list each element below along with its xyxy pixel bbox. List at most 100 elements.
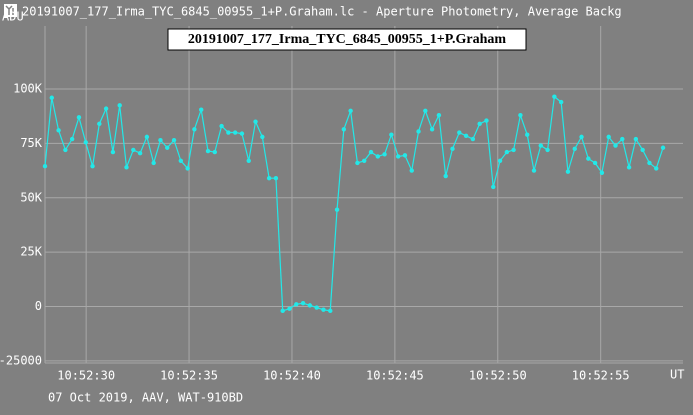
y-tick-label: 25K xyxy=(20,245,42,259)
data-point xyxy=(287,306,292,311)
data-point xyxy=(416,129,421,134)
data-point xyxy=(185,166,190,171)
data-point xyxy=(294,302,299,307)
data-point xyxy=(144,134,150,140)
data-point xyxy=(450,146,455,152)
app-icon xyxy=(4,4,17,17)
data-point xyxy=(97,121,102,127)
data-point xyxy=(647,160,652,166)
data-point xyxy=(423,108,428,113)
data-point xyxy=(525,132,530,137)
data-point xyxy=(620,136,625,142)
x-tick-label: 10:52:45 xyxy=(366,369,424,383)
y-tick-label: 100K xyxy=(13,82,43,96)
data-point xyxy=(124,165,129,170)
data-point xyxy=(443,173,448,179)
data-point xyxy=(273,175,279,181)
data-point xyxy=(511,147,516,153)
plot: -25000 0 25K 50K 75K 100K 10:52:30 10:52:35 10:5… xyxy=(0,26,683,383)
data-point xyxy=(402,153,408,158)
data-point xyxy=(626,165,632,170)
data-point xyxy=(660,145,666,150)
data-point xyxy=(504,149,510,155)
data-point xyxy=(205,148,211,154)
data-point xyxy=(117,103,122,108)
data-point xyxy=(69,136,75,142)
x-tick-label: 10:52:40 xyxy=(263,369,321,383)
data-point xyxy=(518,112,523,118)
data-point xyxy=(239,131,245,136)
window-title: 20191007_177_Irma_TYC_6845_00955_1+P.Gra… xyxy=(22,5,622,19)
x-tick-label: 10:52:35 xyxy=(160,369,218,383)
y-tick-label: 75K xyxy=(20,136,42,150)
data-point xyxy=(56,128,61,133)
data-point xyxy=(226,130,231,135)
data-point xyxy=(382,152,387,157)
data-point xyxy=(586,156,591,161)
data-point xyxy=(368,149,374,155)
data-point xyxy=(76,115,82,120)
x-axis-label: UT xyxy=(670,368,684,382)
data-point xyxy=(42,164,48,169)
data-point xyxy=(131,147,136,153)
data-point xyxy=(409,168,414,173)
data-point xyxy=(477,121,482,127)
x-tick-label: 10:52:50 xyxy=(469,369,527,383)
data-point xyxy=(165,145,170,150)
data-point xyxy=(633,136,639,142)
data-point xyxy=(457,130,462,135)
data-point xyxy=(565,169,571,174)
footer: 07 Oct 2019, AAV, WAT-910BD xyxy=(48,391,243,405)
data-point xyxy=(334,207,340,212)
data-point xyxy=(592,160,598,166)
data-point xyxy=(538,143,543,148)
data-point xyxy=(558,99,564,105)
data-point xyxy=(321,307,326,312)
data-point xyxy=(572,146,577,152)
data-point xyxy=(579,134,584,140)
data-point xyxy=(246,158,251,163)
y-axis-label: ADU xyxy=(2,10,24,24)
data-point xyxy=(280,308,285,314)
y-tick-label: 50K xyxy=(20,190,42,204)
data-point xyxy=(219,123,224,129)
data-point xyxy=(158,137,163,143)
data-point xyxy=(307,303,313,308)
data-point xyxy=(192,127,197,132)
y-tick-label: -25000 xyxy=(0,353,42,367)
chart-title: 20191007_177_Irma_TYC_6845_00955_1+P.Gra… xyxy=(188,32,507,47)
data-point xyxy=(178,158,184,163)
data-point xyxy=(375,154,380,159)
data-point xyxy=(90,164,95,169)
data-point xyxy=(314,305,319,310)
data-point xyxy=(463,133,469,138)
data-point xyxy=(232,130,238,135)
data-point xyxy=(341,127,347,132)
data-point xyxy=(436,112,442,118)
data-point xyxy=(552,94,557,99)
data-point xyxy=(199,107,204,112)
data-point xyxy=(491,184,496,190)
data-point xyxy=(171,137,177,143)
title-box xyxy=(167,28,527,51)
data-point xyxy=(613,143,618,148)
data-point xyxy=(497,158,503,163)
data-point xyxy=(83,140,88,145)
data-point xyxy=(389,132,394,137)
data-point xyxy=(300,301,306,306)
data-point xyxy=(531,168,537,173)
data-point xyxy=(137,150,143,156)
x-tick-label: 10:52:55 xyxy=(572,369,630,383)
y-tick-label: 0 xyxy=(35,299,42,313)
data-point xyxy=(362,158,367,163)
data-point xyxy=(545,147,550,153)
data-point xyxy=(429,127,435,132)
data-point xyxy=(606,134,611,140)
data-point xyxy=(266,175,272,181)
data-point xyxy=(328,308,333,314)
data-point xyxy=(212,149,217,155)
data-point xyxy=(63,147,68,153)
data-point xyxy=(470,136,476,142)
